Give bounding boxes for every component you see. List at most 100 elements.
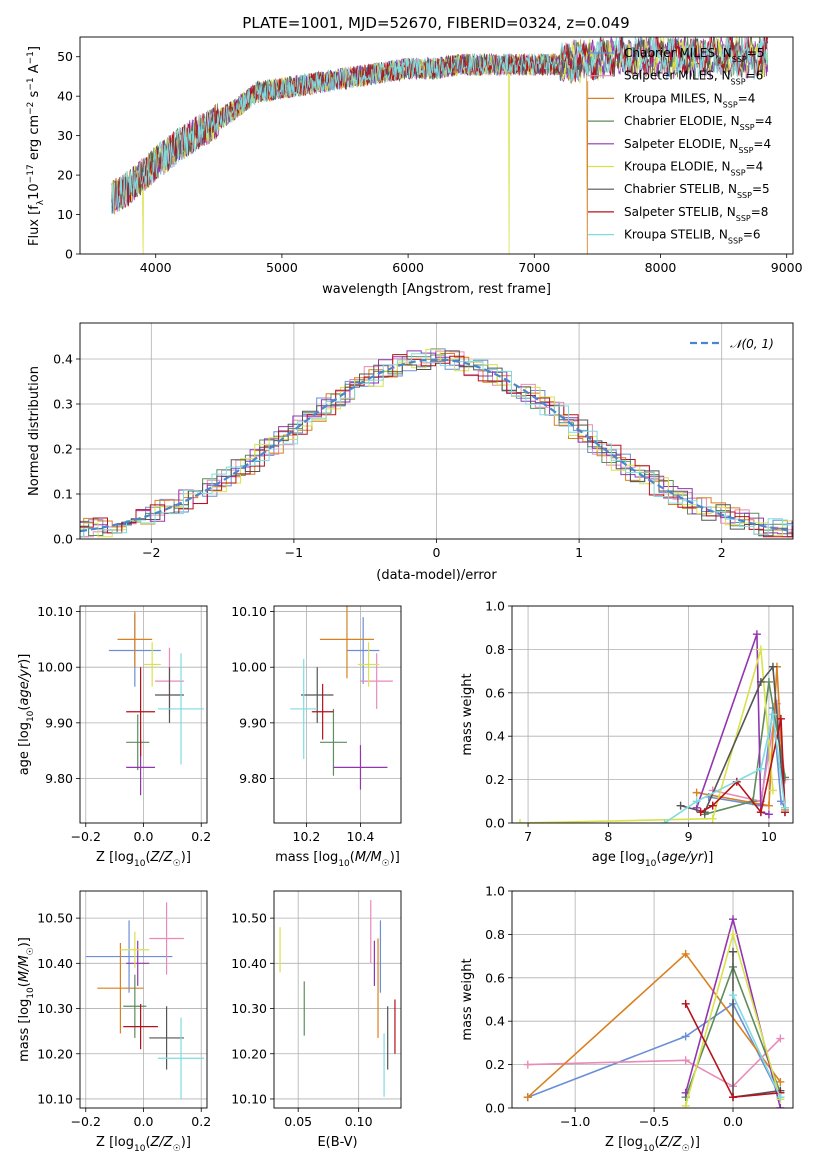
label-part: −17 [26, 164, 36, 183]
legend-sub: SSP [723, 100, 738, 109]
x-tick-label: 0.2 [191, 1114, 211, 1129]
y-axis-label: Flux [fλ10−17 erg cm−2 s−1 A−1] [26, 46, 46, 246]
histogram-step [80, 350, 793, 535]
label-part: ( [350, 850, 355, 865]
weight-series [696, 714, 789, 817]
legend-sub: SSP [736, 213, 751, 222]
legend-label: Chabrier MILES, NSSP=5 [624, 46, 764, 64]
error-bar [311, 683, 334, 740]
legend-label: Kroupa STELIB, NSSP=6 [624, 228, 761, 246]
label-part: 10 [27, 183, 42, 200]
label-part: −1 [26, 51, 36, 64]
y-tick-label: 0.1 [53, 487, 73, 502]
legend-text: Kroupa MILES, N [624, 91, 723, 105]
axes-frame [273, 890, 402, 1109]
y-tick-label: 10 [57, 207, 73, 222]
y-tick-label: 50 [57, 49, 73, 64]
label-part: age/yr [17, 662, 32, 705]
legend-eq: =4 [753, 137, 771, 151]
series-marker [681, 1088, 690, 1097]
x-tick-label: 10 [761, 829, 777, 844]
legend-sub: SSP [738, 145, 753, 154]
legend-text: Chabrier ELODIE, N [624, 114, 740, 128]
error-bar [126, 940, 150, 986]
series-marker [692, 797, 701, 806]
x-tick-label: 1 [575, 545, 583, 560]
series-marker [768, 786, 777, 795]
x-tick-label: 0.0 [134, 829, 154, 844]
error-bar [301, 667, 334, 723]
x-tick-label: −1 [285, 545, 303, 560]
error-bar [333, 745, 388, 790]
label-part: age/yr [661, 850, 704, 865]
legend-sub: SSP [728, 236, 743, 245]
label-part: )] [17, 654, 32, 664]
legend-eq: =4 [755, 114, 773, 128]
error-bar [143, 642, 161, 687]
label-part: age [log [17, 722, 32, 775]
series-line [700, 718, 786, 814]
x-tick-label: 4000 [140, 260, 172, 275]
legend-text: Kroupa ELODIE, N [624, 160, 731, 174]
series-marker [780, 803, 789, 812]
series-marker [764, 677, 773, 686]
legend-eq: =8 [751, 205, 769, 219]
y-tick-label: 0.8 [485, 927, 505, 942]
y-tick-label: 10.30 [37, 1001, 73, 1016]
legend-text: Salpeter STELIB, N [624, 205, 736, 219]
series-marker [729, 915, 738, 924]
mass-age-panel: 10.2 10.4 9.80 9.90 10.00 10.10 mass [log10(M/… [231, 604, 402, 869]
error-bar [319, 606, 374, 679]
legend-label: Kroupa MILES, NSSP=4 [624, 91, 755, 109]
series-marker [776, 1077, 785, 1086]
error-bar [123, 974, 147, 1038]
y-axis-label: mass weight [460, 673, 475, 755]
error-bars [290, 606, 393, 790]
label-part: 10 [643, 1144, 655, 1154]
y-tick-label: 10.50 [231, 911, 267, 926]
label-part: age [log [592, 850, 645, 865]
series-line [527, 1038, 781, 1088]
legend-label: Chabrier ELODIE, NSSP=4 [624, 114, 772, 132]
label-part: Z/Z [150, 850, 174, 865]
label-part: ☉ [26, 947, 36, 955]
axes-frame [273, 605, 402, 824]
error-bars [108, 611, 205, 796]
series-line [696, 666, 786, 811]
histogram-step [80, 354, 793, 538]
y-tick-label: 0.4 [485, 729, 505, 744]
error-bar [346, 617, 380, 684]
series-marker [681, 1101, 690, 1108]
y-tick-label: 0.8 [485, 642, 505, 657]
label-part: 10 [338, 859, 350, 869]
x-tick-label: −2 [142, 545, 160, 560]
label-part: 10 [134, 859, 146, 869]
error-bar [126, 714, 150, 771]
series-line [704, 681, 786, 816]
residuals-panel: −2 −1 0 1 2 0.0 0.1 0.2 0.3 0.4 (data-model)/error… [27, 322, 794, 583]
series-marker [768, 710, 777, 719]
legend-text: Salpeter ELODIE, N [624, 137, 738, 151]
y-tick-label: 1.0 [485, 884, 505, 899]
series-marker [729, 1093, 738, 1102]
y-tick-label: 9.90 [45, 715, 73, 730]
error-bar [319, 708, 347, 776]
series-marker [729, 991, 738, 1000]
label-part: −2 [26, 102, 36, 115]
axes-frame [511, 605, 794, 824]
y-tick-label: 0.0 [485, 1101, 505, 1116]
Z-mass-panel: −0.2 0.0 0.2 10.10 10.20 10.30 10.40 10.50 Z [lo… [17, 890, 211, 1154]
legend-text: Chabrier MILES, N [624, 46, 732, 60]
x-tick-label: 6000 [392, 260, 424, 275]
label-part: erg cm [27, 115, 42, 164]
legend-label: Salpeter ELODIE, NSSP=4 [624, 137, 771, 155]
series-line [519, 649, 774, 823]
y-tick-label: 0.6 [485, 685, 505, 700]
error-bar [120, 931, 150, 968]
label-part: Flux [f [27, 205, 42, 246]
label-part: ( [145, 850, 150, 865]
legend-eq: =5 [752, 182, 770, 196]
y-tick-label: 9.80 [45, 771, 73, 786]
legend-label: 𝒩(0, 1) [730, 337, 774, 351]
